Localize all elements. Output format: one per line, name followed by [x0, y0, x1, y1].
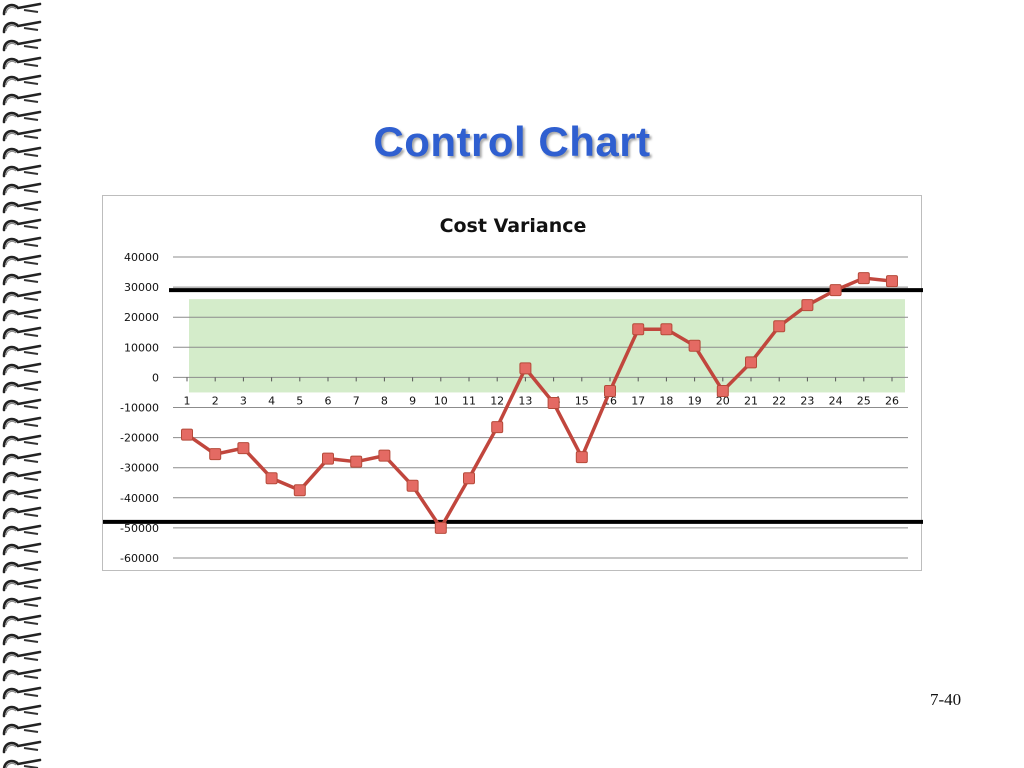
data-point — [857, 272, 870, 285]
data-point — [350, 455, 363, 468]
data-point — [773, 320, 786, 333]
x-tick-label: 18 — [659, 394, 673, 407]
slide-title: Control Chart — [373, 118, 651, 165]
data-point — [660, 323, 673, 336]
cost-variance-chart: Cost Variance 40000 30000 20000 10000 0 -1000… — [103, 215, 923, 565]
x-tick-label: 11 — [462, 394, 476, 407]
y-tick-label: -30000 — [120, 462, 159, 475]
data-point — [801, 299, 814, 312]
data-point — [688, 339, 701, 352]
y-tick-label: 40000 — [124, 251, 159, 264]
data-point — [293, 484, 306, 497]
data-point — [716, 384, 729, 397]
data-point — [434, 521, 447, 534]
spiral-binding — [0, 0, 48, 768]
data-point — [632, 323, 645, 336]
y-tick-label: -20000 — [120, 432, 159, 445]
y-tick-label: 20000 — [124, 311, 159, 324]
y-tick-label: 10000 — [124, 341, 159, 354]
y-tick-label: -60000 — [120, 552, 159, 565]
x-tick-label: 17 — [631, 394, 645, 407]
y-tick-label: 0 — [152, 371, 159, 384]
x-tick-label: 20 — [716, 394, 730, 407]
page-number: 7-40 — [930, 690, 962, 709]
data-point — [547, 396, 560, 409]
data-point — [886, 275, 898, 288]
data-point — [322, 452, 334, 465]
data-point — [265, 472, 278, 485]
x-tick-label: 6 — [325, 394, 332, 407]
chart-container: Cost Variance 40000 30000 20000 10000 0 -1000… — [102, 195, 923, 571]
x-tick-label: 13 — [518, 394, 532, 407]
x-tick-label: 8 — [381, 394, 388, 407]
data-point — [519, 362, 532, 375]
data-point — [575, 451, 588, 464]
x-tick-label: 10 — [434, 394, 448, 407]
x-tick-label: 25 — [857, 394, 871, 407]
x-tick-label: 22 — [772, 394, 786, 407]
x-tick-label: 2 — [212, 394, 219, 407]
x-tick-label: 21 — [744, 394, 758, 407]
data-point — [237, 442, 250, 455]
acceptable-range-band — [189, 299, 905, 393]
x-tick-label: 7 — [353, 394, 360, 407]
x-tick-label: 26 — [885, 394, 899, 407]
x-tick-label: 19 — [688, 394, 702, 407]
data-point — [406, 479, 419, 492]
x-tick-label: 4 — [268, 394, 275, 407]
x-tick-label: 24 — [829, 394, 843, 407]
x-tick-label: 1 — [184, 394, 191, 407]
data-point — [463, 472, 475, 485]
chart-title: Cost Variance — [440, 215, 587, 237]
data-point — [604, 384, 616, 397]
y-tick-label: 30000 — [124, 281, 159, 294]
x-tick-label: 3 — [240, 394, 247, 407]
x-tick-label: 15 — [575, 394, 589, 407]
data-point — [829, 284, 842, 297]
data-point — [491, 421, 504, 434]
x-tick-label: 23 — [800, 394, 814, 407]
x-tick-label: 5 — [296, 394, 303, 407]
data-point — [209, 448, 222, 461]
x-tick-label: 9 — [409, 394, 416, 407]
y-tick-label: -40000 — [120, 492, 159, 505]
x-tick-label: 12 — [490, 394, 504, 407]
data-point — [378, 449, 391, 462]
data-point — [181, 428, 193, 441]
y-tick-label: -10000 — [120, 402, 159, 415]
data-point — [745, 356, 757, 369]
y-tick-label: -50000 — [120, 522, 159, 535]
